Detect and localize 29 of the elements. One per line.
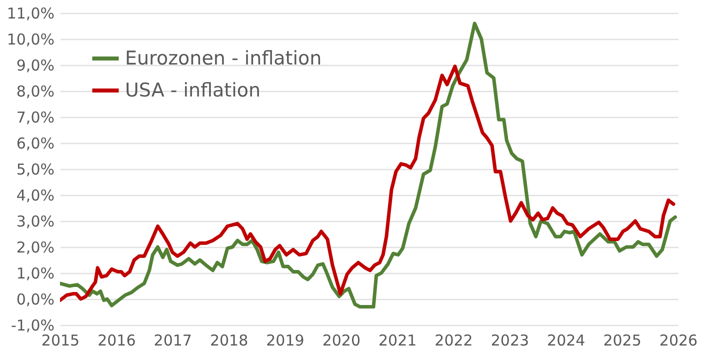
legend-label: Eurozonen - inflation [125, 48, 322, 70]
x-tick-label: 2016 [98, 332, 136, 350]
line-series [60, 64, 676, 302]
y-tick-label: 7,0% [16, 108, 54, 126]
x-tick-label: 2017 [154, 332, 192, 350]
y-tick-label: 6,0% [16, 134, 54, 152]
x-tick-label: 2022 [434, 332, 473, 350]
x-tick-label: 2019 [266, 332, 304, 350]
y-tick-label: 5,0% [16, 160, 54, 178]
y-tick-label: 1,0% [16, 264, 54, 282]
x-tick-label: 2023 [490, 332, 530, 350]
y-tick-label: 9,0% [16, 56, 54, 74]
x-tick-label: 2015 [41, 332, 80, 350]
y-tick-label: -1,0% [10, 316, 54, 334]
x-tick-label: 2026 [659, 332, 698, 350]
y-tick-label: 3,0% [16, 212, 54, 230]
y-tick-label: 4,0% [16, 186, 54, 204]
line-series [60, 22, 677, 309]
y-tick-label: 2,0% [16, 238, 54, 256]
x-tick-label: 2018 [210, 332, 248, 350]
y-tick-label: 0,0% [16, 290, 54, 308]
x-tick-label: 2024 [547, 332, 586, 350]
legend-label: USA - inflation [125, 80, 261, 102]
x-tick-label: 2020 [322, 332, 361, 350]
y-tick-label: 11,0% [6, 4, 54, 22]
x-tick-label: 2025 [603, 332, 642, 350]
y-tick-label: 8,0% [16, 82, 54, 100]
y-tick-label: 10,0% [6, 30, 54, 48]
x-tick-label: 2021 [378, 332, 417, 350]
